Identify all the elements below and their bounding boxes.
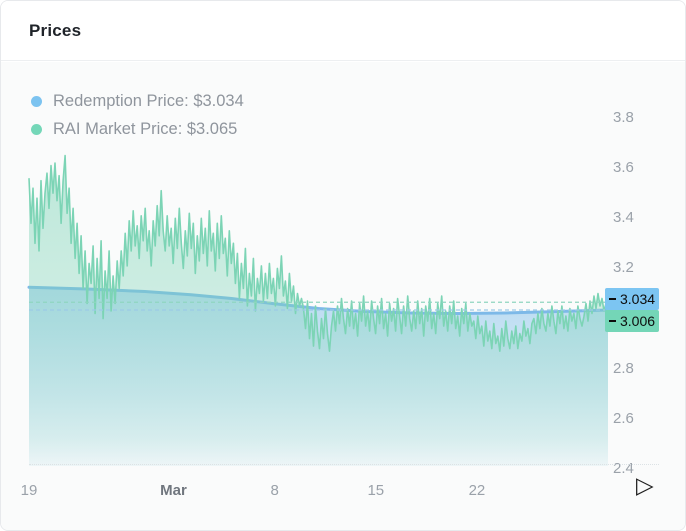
market-price-tag-value: 3.006	[620, 313, 656, 329]
redemption-price-dot-icon	[31, 96, 42, 107]
redemption-price-tag: 3.034	[605, 288, 659, 310]
page-title: Prices	[29, 21, 82, 40]
axis-tick-dash-icon	[609, 298, 616, 300]
play-triangle-icon: ▷	[636, 473, 654, 499]
x-axis-baseline	[29, 464, 659, 465]
axis-tick-dash-icon	[609, 320, 616, 322]
chart-legend: Redemption Price: $3.034 RAI Market Pric…	[31, 92, 244, 148]
market-price-line	[28, 154, 609, 352]
play-button[interactable]: ▷	[636, 475, 654, 498]
legend-item-rai-market-price[interactable]: RAI Market Price: $3.065	[31, 120, 244, 139]
plot-area	[27, 154, 610, 466]
market-price-area	[29, 155, 608, 466]
legend-label-redemption-price: Redemption Price: $3.034	[53, 92, 244, 110]
rai-market-price-dot-icon	[31, 124, 42, 135]
chart-body: Redemption Price: $3.034 RAI Market Pric…	[1, 62, 685, 530]
legend-label-rai-market-price: RAI Market Price: $3.065	[53, 120, 238, 138]
card-header: Prices	[1, 1, 685, 61]
redemption-price-tag-value: 3.034	[620, 291, 656, 307]
legend-item-redemption-price[interactable]: Redemption Price: $3.034	[31, 92, 244, 111]
market-price-tag: 3.006	[605, 310, 659, 332]
